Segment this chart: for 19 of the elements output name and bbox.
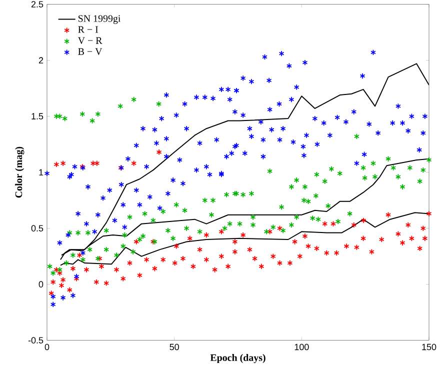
y-tick-label: 0 bbox=[38, 281, 44, 288]
x-tick-label: 50 bbox=[170, 344, 179, 350]
y-tick-label: 2 bbox=[38, 57, 44, 64]
line-series bbox=[60, 212, 430, 266]
y-tick-label: 1 bbox=[39, 169, 44, 176]
x-tick-label: 0 bbox=[44, 344, 50, 350]
y-tick-label: 1.5 bbox=[32, 113, 44, 120]
y-axis-title: Color (mag) bbox=[15, 146, 24, 198]
x-axis-title: Epoch (days) bbox=[210, 354, 266, 364]
y-tick-label: 2.5 bbox=[31, 1, 44, 8]
y-tick-label: -0.5 bbox=[28, 337, 44, 344]
line-series bbox=[61, 63, 430, 256]
legend-label: SN 1999gi bbox=[78, 15, 121, 24]
legend-label: R − I bbox=[78, 26, 98, 33]
legend-label: V − R bbox=[78, 37, 102, 44]
legend-label: B − V bbox=[78, 48, 102, 55]
x-tick-label: 100 bbox=[294, 344, 309, 350]
y-tick-label: 0.5 bbox=[31, 225, 44, 232]
x-tick-label: 150 bbox=[422, 344, 436, 350]
